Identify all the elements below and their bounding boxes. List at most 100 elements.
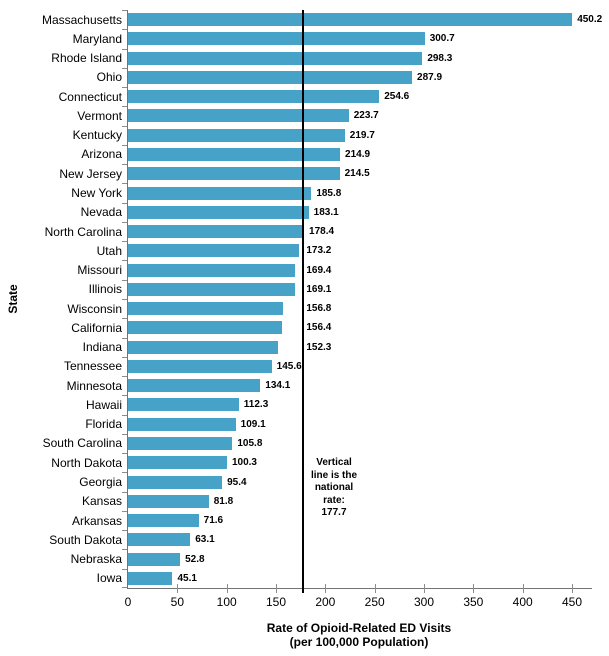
- bar: [128, 128, 345, 142]
- state-label: California: [71, 320, 122, 335]
- bar-value-label: 109.1: [240, 418, 266, 430]
- y-axis-tick: [122, 280, 127, 281]
- bar-value-label: 183.1: [313, 206, 339, 218]
- bar: [128, 321, 283, 335]
- bar: [128, 456, 227, 470]
- state-label: Illinois: [88, 282, 122, 297]
- x-axis-tick: [325, 584, 327, 593]
- bar: [128, 13, 573, 27]
- bar: [128, 90, 380, 104]
- x-axis-tick: [572, 584, 573, 593]
- state-label: Utah: [96, 243, 122, 258]
- bar-value-label: 214.9: [345, 148, 371, 160]
- y-axis-tick: [122, 434, 127, 435]
- bar-value-label: 156.4: [306, 322, 332, 334]
- national-rate-annotation: Vertical line is the national rate: 177.…: [310, 457, 358, 518]
- state-label: New Jersey: [59, 166, 122, 181]
- bar: [128, 167, 340, 181]
- x-axis-tick: [522, 584, 524, 593]
- x-axis-tick: [276, 584, 277, 593]
- y-axis-tick: [122, 511, 127, 512]
- bar: [128, 109, 349, 123]
- y-axis-tick: [122, 338, 127, 339]
- y-axis-tick: [122, 126, 127, 127]
- y-axis-tick: [122, 472, 127, 473]
- y-axis-tick: [122, 222, 127, 223]
- bar: [128, 571, 173, 585]
- bar: [128, 379, 261, 393]
- bar-value-label: 156.8: [306, 303, 332, 315]
- bar: [128, 225, 305, 239]
- x-axis-tick: [473, 584, 475, 593]
- bar: [128, 437, 233, 450]
- y-axis-tick: [122, 164, 127, 165]
- y-axis-tick: [122, 106, 127, 107]
- bar-value-label: 214.5: [344, 168, 370, 180]
- state-label: Missouri: [77, 263, 122, 278]
- y-axis-tick: [122, 145, 127, 146]
- bar-value-label: 178.4: [309, 226, 335, 238]
- y-axis-tick: [122, 29, 127, 30]
- state-label: Wisconsin: [67, 301, 122, 316]
- bar: [128, 359, 272, 373]
- bar: [128, 340, 279, 354]
- state-label: Ohio: [96, 70, 122, 85]
- bar: [128, 244, 299, 258]
- state-label: Vermont: [77, 108, 122, 123]
- bar-value-label: 223.7: [353, 110, 379, 122]
- state-label: Florida: [85, 417, 122, 432]
- bar-value-label: 287.9: [417, 71, 443, 83]
- bar: [128, 70, 413, 84]
- bar: [128, 417, 236, 431]
- bar-value-label: 254.6: [384, 91, 410, 103]
- bar-value-label: 169.1: [306, 283, 332, 295]
- x-axis-tick-label: 350: [463, 595, 484, 609]
- bar-value-label: 100.3: [231, 457, 257, 469]
- bar-value-label: 105.8: [237, 437, 263, 449]
- bar: [128, 263, 296, 277]
- state-label: Kentucky: [72, 128, 122, 143]
- y-axis-tick: [122, 569, 127, 570]
- state-label: Massachusetts: [41, 12, 122, 27]
- bar-value-label: 95.4: [227, 476, 247, 488]
- y-axis-tick: [122, 376, 127, 377]
- state-label: Minnesota: [66, 378, 122, 393]
- state-label: North Dakota: [51, 455, 122, 470]
- y-axis-tick: [122, 68, 127, 69]
- bar: [128, 514, 199, 528]
- x-axis-tick-label: 250: [364, 595, 385, 609]
- state-label: Maryland: [72, 31, 122, 46]
- x-axis-tick: [226, 584, 228, 593]
- state-label: Nevada: [80, 205, 122, 220]
- x-axis-tick-label: 50: [170, 595, 184, 609]
- x-axis-tick: [374, 584, 376, 593]
- state-label: South Dakota: [49, 532, 122, 547]
- bar-value-label: 134.1: [265, 380, 291, 392]
- bar-value-label: 71.6: [203, 515, 224, 527]
- y-axis-tick: [122, 203, 127, 204]
- x-axis-tick-label: 100: [216, 595, 237, 609]
- bar: [128, 494, 209, 508]
- state-label: Iowa: [96, 571, 122, 586]
- bar-value-label: 145.6: [276, 360, 302, 372]
- state-label: South Carolina: [42, 436, 122, 451]
- bar: [128, 533, 191, 547]
- state-label: Arkansas: [71, 513, 122, 528]
- bar: [128, 32, 425, 46]
- y-axis-tick: [122, 530, 127, 531]
- bar-value-label: 52.8: [185, 553, 205, 565]
- bar: [128, 186, 312, 200]
- bar-value-label: 173.2: [306, 245, 332, 257]
- state-label: Tennessee: [63, 359, 122, 374]
- state-label: Kansas: [81, 494, 122, 509]
- y-axis-tick: [122, 549, 127, 550]
- bar-value-label: 298.3: [427, 52, 453, 64]
- state-label: Arizona: [81, 147, 122, 162]
- bar-value-label: 219.7: [349, 129, 375, 141]
- bar: [128, 205, 309, 219]
- bar: [128, 148, 341, 161]
- national-rate-reference-line: [302, 10, 305, 593]
- y-axis-tick: [122, 492, 127, 493]
- x-axis-tick-label: 400: [512, 595, 533, 609]
